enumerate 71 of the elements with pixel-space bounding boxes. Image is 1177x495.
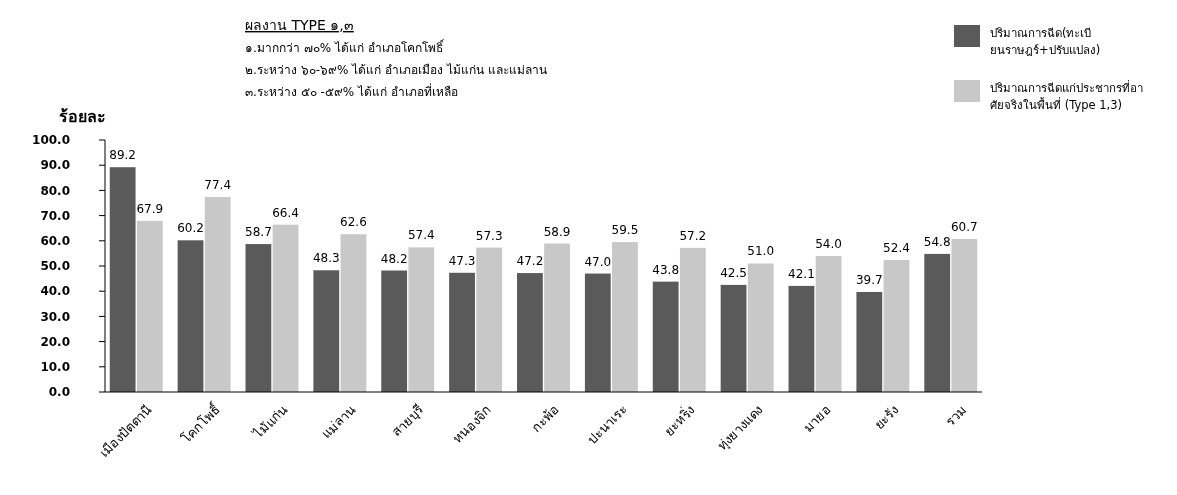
bar — [136, 220, 163, 392]
bar — [856, 291, 883, 392]
y-tick-label: 30.0 — [40, 309, 70, 324]
data-label: 47.0 — [584, 254, 612, 269]
y-axis-title: ร้อยละ — [58, 107, 106, 126]
bar — [544, 243, 570, 392]
data-label: 57.2 — [679, 228, 707, 243]
data-label: 42.5 — [720, 265, 747, 280]
data-label: 47.3 — [448, 253, 476, 268]
data-label: 62.6 — [340, 215, 367, 230]
data-label: 59.5 — [611, 223, 639, 238]
bar — [951, 239, 978, 392]
y-tick-label: 60.0 — [40, 234, 70, 248]
y-tick-label: 50.0 — [40, 259, 70, 274]
bar — [204, 196, 231, 392]
text: ผลงาน TYPE ๑,๓ — [245, 17, 354, 33]
data-label: 57.4 — [407, 228, 435, 243]
data-label: 57.3 — [475, 228, 503, 243]
data-label: 51.0 — [747, 244, 775, 259]
legend-label: ปริมาณการฉีดแก่ประชากรที่อาศัยจริงในพื้นที่ (Type 1,3) — [990, 80, 1143, 112]
x-tick-label: รวม — [942, 401, 970, 429]
y-tick-label: 40.0 — [40, 284, 70, 299]
y-tick-label: 90.0 — [40, 158, 70, 173]
data-label: 60.2 — [177, 221, 204, 236]
bar — [449, 272, 475, 392]
data-label: 43.8 — [652, 262, 680, 277]
y-tick-label: 10.0 — [40, 360, 70, 374]
y-tick-label: 20.0 — [40, 334, 70, 349]
data-label: 54.0 — [815, 236, 842, 251]
bar — [612, 242, 638, 392]
bar — [313, 270, 340, 392]
bar — [272, 224, 299, 392]
bar — [408, 247, 435, 392]
data-label: 48.2 — [380, 251, 408, 266]
bar — [476, 247, 503, 392]
data-label: 58.9 — [543, 224, 571, 239]
bar — [177, 240, 204, 392]
text: ๓.ระหว่าง ๕๐ -๕๙% ได้แก่ อำเภอที่เหลือ — [245, 83, 458, 99]
data-label: 67.9 — [136, 201, 164, 216]
bar — [517, 273, 543, 392]
data-label: 54.8 — [923, 234, 951, 249]
y-tick-label: 100.0 — [32, 133, 70, 148]
data-label: 77.4 — [204, 177, 232, 192]
text: ๑.มากกว่า ๗๐% ได้แก่ อำเภอโคกโพธิ์ — [245, 39, 445, 55]
data-label: 66.4 — [272, 205, 299, 220]
text: ๒.ระหว่าง ๖๐-๖๙% ได้แก่ อำเภอเมือง ไม้แก่น และแม่ลาน — [245, 63, 547, 77]
bar — [747, 263, 774, 392]
data-label: 60.7 — [950, 220, 978, 235]
bar — [340, 234, 367, 392]
data-label: 52.4 — [883, 240, 910, 255]
bar — [109, 167, 136, 392]
bar — [720, 284, 747, 392]
y-tick-label: 0.0 — [48, 385, 70, 400]
data-label: 47.2 — [516, 254, 544, 269]
bar — [788, 285, 815, 392]
bar — [679, 247, 706, 392]
bar — [883, 259, 910, 392]
y-tick-label: 80.0 — [40, 183, 70, 198]
y-tick-label: 70.0 — [40, 208, 70, 223]
data-label: 48.3 — [312, 251, 340, 266]
legend-label: ปริมาณการฉีด(ทะเบียนราษฎร์+ปรับแปลง) — [990, 26, 1101, 57]
bar — [245, 244, 272, 392]
bar — [652, 281, 679, 392]
bar — [381, 270, 408, 392]
bar — [815, 255, 842, 392]
data-label: 42.1 — [788, 266, 815, 281]
data-label: 39.7 — [855, 272, 883, 287]
bar — [924, 253, 951, 392]
bar — [584, 273, 611, 392]
data-label: 58.7 — [245, 225, 272, 240]
data-label: 89.2 — [109, 148, 137, 163]
